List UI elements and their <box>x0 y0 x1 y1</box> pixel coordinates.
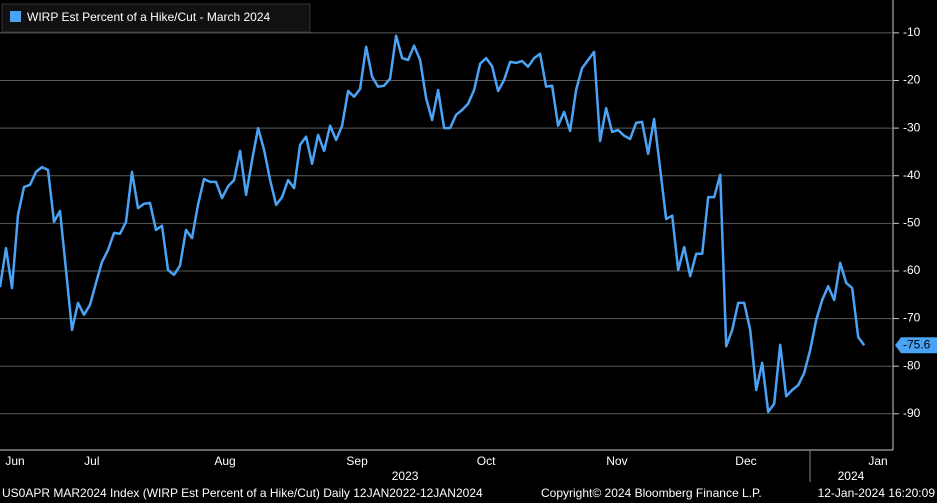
x-tick-label: Jul <box>84 454 99 468</box>
legend-swatch <box>10 11 21 22</box>
footer-center: Copyright© 2024 Bloomberg Finance L.P. <box>541 486 762 500</box>
y-tick-label: -90 <box>903 406 921 420</box>
footer-left: US0APR MAR2024 Index (WIRP Est Percent o… <box>2 486 483 500</box>
year-label: 2024 <box>838 469 865 483</box>
legend-box <box>1 3 311 33</box>
x-tick-label: Aug <box>214 454 235 468</box>
y-tick-label: -50 <box>903 216 921 230</box>
last-value-box <box>895 337 937 354</box>
x-tick-label: Nov <box>606 454 627 468</box>
y-tick-label: -60 <box>903 263 921 277</box>
data-line <box>0 34 866 414</box>
x-tick-label: Jun <box>5 454 24 468</box>
y-tick-label: -10 <box>903 25 921 39</box>
y-tick-label: -80 <box>903 358 921 372</box>
y-tick-label: -20 <box>903 73 921 87</box>
x-tick-label: Dec <box>735 454 756 468</box>
y-tick-label: -40 <box>903 168 921 182</box>
footer-right: 12-Jan-2024 16:20:09 <box>818 486 936 500</box>
x-tick-label: Sep <box>346 454 368 468</box>
y-tick-label: -30 <box>903 120 921 134</box>
year-label: 2023 <box>392 469 419 483</box>
x-tick-label: Oct <box>477 454 496 468</box>
y-tick-label: -70 <box>903 311 921 325</box>
last-value-label: -75.6 <box>903 337 931 351</box>
legend-label: WIRP Est Percent of a Hike/Cut - March 2… <box>27 10 271 24</box>
x-tick-label: Jan <box>868 454 887 468</box>
